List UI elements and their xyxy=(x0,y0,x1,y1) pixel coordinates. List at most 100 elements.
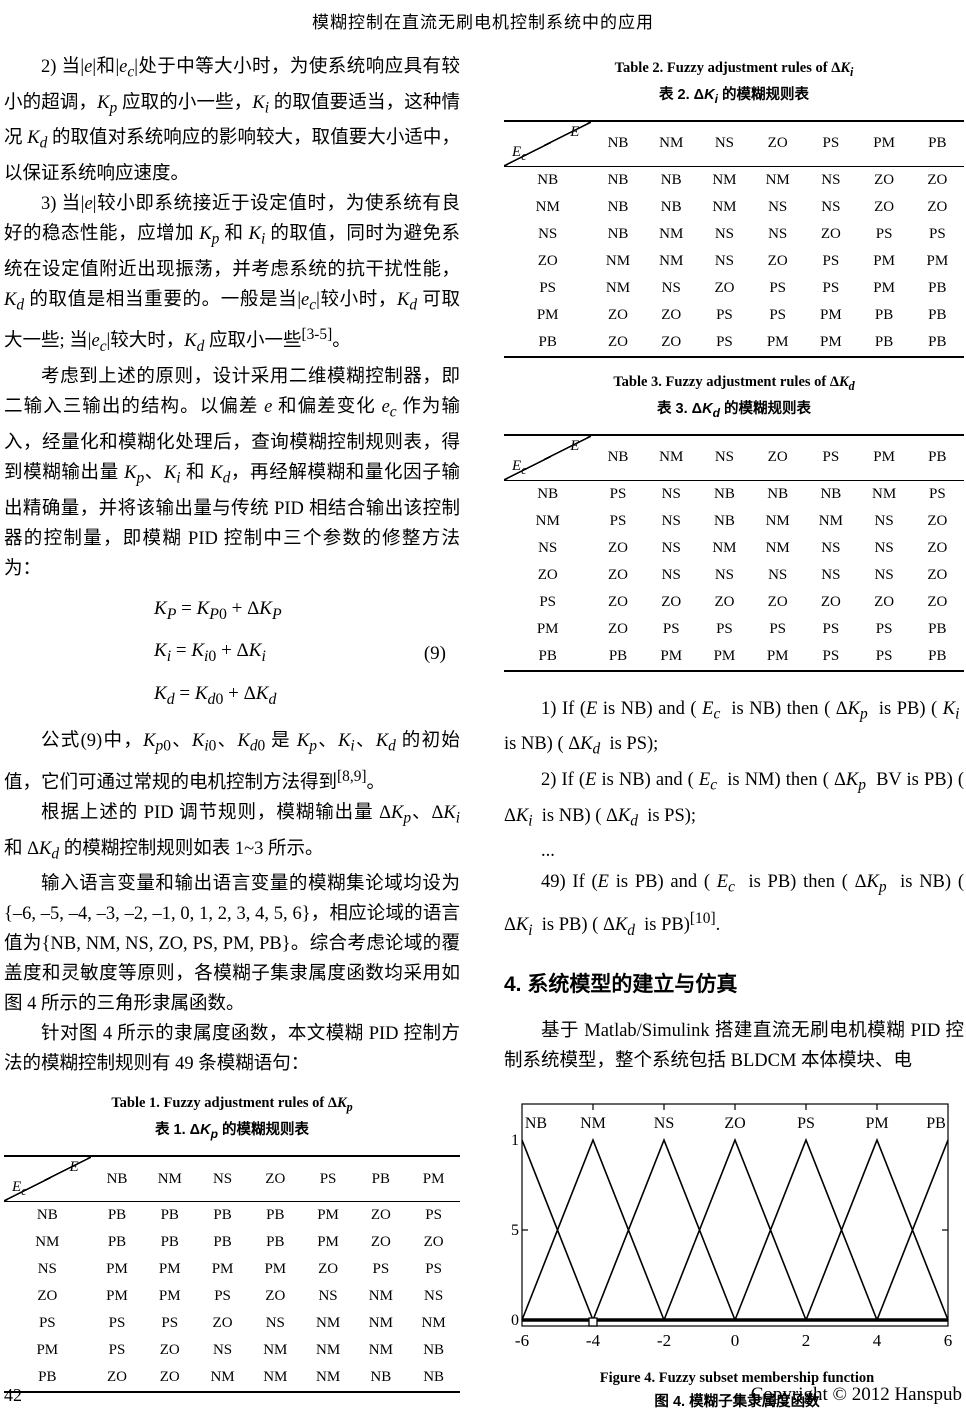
row-header-NS: NS xyxy=(37,1261,57,1278)
table-cell: PS xyxy=(425,1261,442,1278)
row-header-ZO: ZO xyxy=(37,1288,58,1305)
set-label-NM: NM xyxy=(580,1115,606,1132)
table-cell: PS xyxy=(875,647,893,664)
table-cell: PB xyxy=(928,306,947,323)
marker-square xyxy=(588,1317,598,1327)
table-cell: NS xyxy=(874,539,894,556)
table-cell: ZO xyxy=(608,333,628,350)
table-cell: ZO xyxy=(318,1261,339,1278)
table-row: PB PB PM PM PM PS PS PB xyxy=(504,643,964,671)
table-cell: ZO xyxy=(820,593,841,610)
figure-4-caption-zh: 图 4. 模糊子集隶属度函数 xyxy=(654,1393,820,1410)
table-cell: NS xyxy=(661,279,681,296)
set-label-PM: PM xyxy=(865,1115,888,1132)
table-cell: PS xyxy=(108,1342,126,1359)
x-tick-label: -6 xyxy=(515,1331,529,1350)
figure-4: NB NM NS ZO PS PM PB 0 0.5 1 -6 -4 -2 0 2 4 6 Figure 4. … xyxy=(499,1102,964,1413)
x-tick-label: 6 xyxy=(944,1331,953,1350)
table-cell: ZO xyxy=(927,539,948,556)
paragraph-rule2: 2) 当|e|和|ec|处于中等大小时，为使系统响应具有较小的超调，Kp 应取的… xyxy=(4,57,460,185)
table2-title-zh: 表 2. ΔKi 的模糊规则表 xyxy=(659,86,809,106)
table-cell: PS xyxy=(161,1315,179,1332)
table-cell: ZO xyxy=(661,593,682,610)
table-cell: PS xyxy=(769,279,786,296)
table-cell: NM xyxy=(315,1315,341,1332)
table-cell: PS xyxy=(372,1261,390,1278)
fuzzy-rule-statements: 1) If (E is NB) and ( Ec is NB) then ( Δ… xyxy=(504,694,964,946)
table-cell: NS xyxy=(714,252,735,269)
fuzzy-rule-table: E Ec NB NM NS ZO PS PB PM NB PB PB PB PB PM ZO PS NM PB PB P… xyxy=(4,1155,460,1394)
column-header-PB: PB xyxy=(928,449,947,466)
table-row: PM PS ZO NS NM NM NM NB xyxy=(4,1337,460,1364)
table-cell: ZO xyxy=(874,593,895,610)
set-label-ZO: ZO xyxy=(724,1115,745,1132)
table-cell: NS xyxy=(821,539,841,556)
table-cell: PM xyxy=(264,1261,287,1278)
table-corner-cell: E Ec xyxy=(504,120,592,167)
table-cell: PM xyxy=(106,1261,128,1278)
table-cell: PB xyxy=(107,1234,127,1251)
paragraph-universe: 输入语言变量和输出语言变量的模糊集论域均设为{–6, –5, –4, –3, –… xyxy=(4,874,460,1015)
table-cell: PM xyxy=(873,279,895,296)
table-cell: PS xyxy=(929,225,946,242)
set-label-NB: NB xyxy=(525,1115,547,1132)
table-cell: NB xyxy=(714,485,735,502)
table-cell: NM xyxy=(765,171,790,188)
table-row: PB ZO ZO NM NM NM NB NB xyxy=(4,1364,460,1392)
corner-label-Ec: Ec xyxy=(12,1179,27,1199)
table-cell: PM xyxy=(820,333,842,350)
corner-label-Ec: Ec xyxy=(512,143,527,163)
column-header-PM: PM xyxy=(873,449,895,466)
copyright-notice: Copyright © 2012 Hanspub xyxy=(750,1384,962,1405)
table-cell: ZO xyxy=(767,593,788,610)
table-cell: NS xyxy=(768,198,788,215)
table-row: PS NM NS ZO PS PS PM PB xyxy=(504,275,964,302)
fuzzy-rule-table: E Ec NB NM NS ZO PS PM PB NB NB NB NM NM NS ZO ZO NM NB NB N… xyxy=(504,119,964,358)
rule-ellipsis: ... xyxy=(541,841,555,862)
table-cell: PM xyxy=(820,306,842,323)
table-cell: NM xyxy=(818,512,843,529)
table-cell: PS xyxy=(662,620,680,637)
row-header-PM: PM xyxy=(36,1342,59,1359)
table-cell: PM xyxy=(873,252,895,269)
table3-title: Table 3. Fuzzy adjustment rules of ΔKd 表… xyxy=(504,372,964,424)
table-cell: PB xyxy=(928,333,947,350)
table-cell: NB xyxy=(370,1369,392,1386)
table-cell: NB xyxy=(660,171,682,188)
membership-curve-PM xyxy=(805,1137,949,1321)
corner-label-Ec: Ec xyxy=(512,457,527,477)
table-cell: PM xyxy=(158,1288,181,1305)
table-cell: NS xyxy=(212,1342,233,1359)
set-label-NS: NS xyxy=(654,1115,674,1132)
row-header-NM: NM xyxy=(535,512,560,529)
corner-label-E: E xyxy=(570,437,580,454)
table-cell: ZO xyxy=(927,198,948,215)
column-header-PB: PB xyxy=(371,1170,391,1187)
table-cell: PS xyxy=(716,333,733,350)
table-cell: PM xyxy=(766,647,789,664)
table3-container: E Ec NB NM NS ZO PS PM PB NB PS NS NB NB NB NM PS NM PS NS N… xyxy=(504,433,964,672)
table2-title-en: Table 2. Fuzzy adjustment rules of ΔKi xyxy=(614,60,854,79)
table-cell: PB xyxy=(213,1207,232,1224)
table-cell: NM xyxy=(368,1342,393,1359)
table-cell: NS xyxy=(318,1288,338,1305)
table-cell: NM xyxy=(605,252,631,269)
paragraph-initial-values: 公式(9)中，Kp0、Ki0、Kd0 是 Kp、Ki、Kd 的初始值，它们可通过… xyxy=(4,731,460,793)
table-cell: PM xyxy=(926,252,949,269)
row-header-PB: PB xyxy=(538,647,557,664)
row-header-PS: PS xyxy=(539,279,557,296)
set-label-PB: PB xyxy=(926,1115,946,1132)
table-cell: ZO xyxy=(608,593,628,610)
table-row: ZO PM PM PS ZO NS NM NS xyxy=(4,1283,460,1310)
membership-function-plot: NB NM NS ZO PS PM PB 0 0.5 1 -6 -4 -2 0 2 4 6 xyxy=(499,1103,953,1350)
table-cell: ZO xyxy=(212,1315,233,1332)
table-cell: ZO xyxy=(423,1234,444,1251)
table-cell: NB xyxy=(607,171,629,188)
table-cell: PS xyxy=(214,1288,231,1305)
table-cell: ZO xyxy=(159,1369,180,1386)
table-cell: NB xyxy=(660,198,682,215)
table-row: NM NB NB NM NS NS ZO ZO xyxy=(504,194,964,221)
column-header-ZO: ZO xyxy=(265,1170,286,1187)
table-cell: NM xyxy=(210,1369,235,1386)
